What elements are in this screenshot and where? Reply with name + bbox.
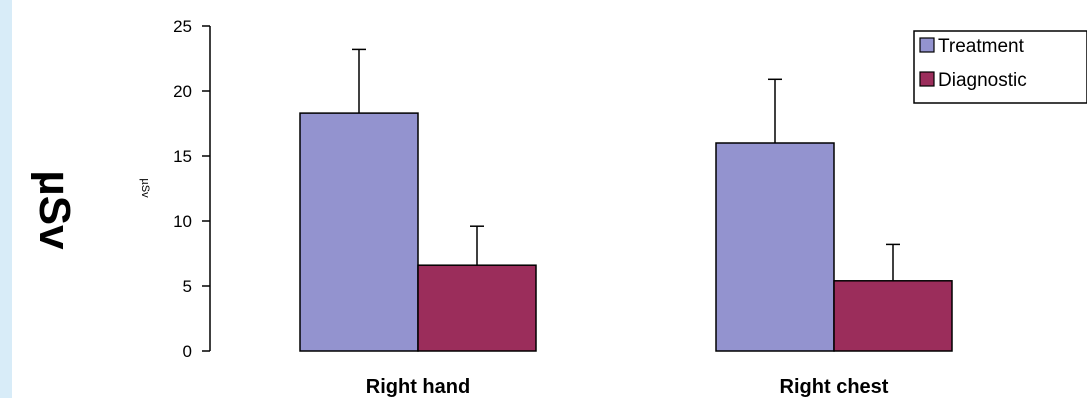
y-tick-label: 25 (173, 17, 192, 36)
x-tick-labels: Right hand Right chest (366, 376, 889, 398)
axes: 0 5 10 15 20 25 µSv (139, 17, 211, 361)
y-tick-label: 20 (173, 82, 192, 101)
x-tick-label: Right chest (780, 376, 889, 398)
legend-box (913, 30, 1087, 104)
legend-swatch (919, 71, 935, 87)
side-strip (0, 0, 12, 398)
legend: Treatment Diagnostic (913, 30, 1087, 104)
y-tick-label: 5 (183, 277, 192, 296)
y-axis-label: µSv (139, 178, 151, 198)
y-tick-label: 0 (183, 342, 192, 361)
legend-label: Diagnostic (938, 70, 1027, 91)
bars (299, 48, 953, 352)
legend-swatch (919, 37, 935, 53)
bar-treatment-1 (715, 142, 835, 352)
x-tick-label: Right hand (366, 376, 470, 398)
bar-diagnostic-1 (833, 280, 953, 352)
bar-treatment-0 (299, 112, 419, 352)
bar-diagnostic-0 (417, 264, 537, 352)
legend-label: Treatment (938, 36, 1025, 57)
y-tick-label: 10 (173, 212, 192, 231)
y-tick-label: 15 (173, 147, 192, 166)
